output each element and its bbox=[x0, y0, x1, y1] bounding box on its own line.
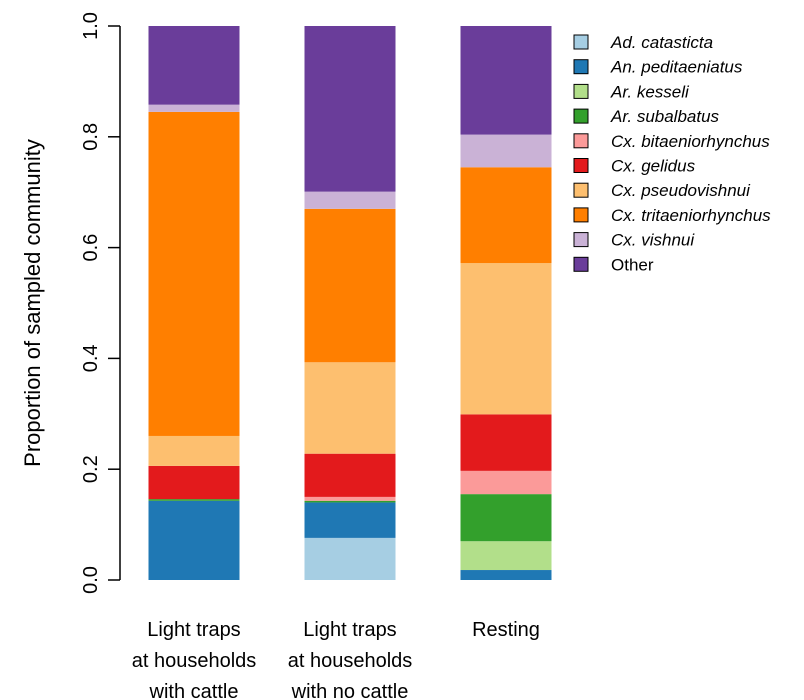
bar-segment bbox=[304, 453, 396, 497]
legend-label: Cx. vishnui bbox=[611, 231, 695, 250]
bar-segment bbox=[304, 496, 396, 501]
bar-stack bbox=[304, 26, 396, 580]
category-label: at households bbox=[132, 650, 257, 672]
bar-segment bbox=[304, 26, 396, 192]
bar-segment bbox=[148, 26, 240, 105]
category-label: at households bbox=[288, 650, 413, 672]
bar-segment bbox=[148, 111, 240, 436]
bar-segment bbox=[148, 500, 240, 580]
legend-swatch bbox=[573, 232, 589, 248]
bar-segment bbox=[460, 414, 552, 471]
legend-swatch bbox=[573, 182, 589, 198]
bar-stack bbox=[460, 26, 552, 580]
legend-label: Ar. kesseli bbox=[610, 82, 690, 101]
legend-label: Ar. subalbatus bbox=[610, 107, 720, 126]
bar-segment bbox=[304, 208, 396, 363]
bar-segment bbox=[460, 570, 552, 580]
legend-swatch bbox=[573, 207, 589, 223]
legend-swatch bbox=[573, 158, 589, 173]
bar-segment bbox=[304, 537, 396, 580]
y-tick-label: 0.8 bbox=[80, 123, 102, 151]
category-label: with cattle bbox=[149, 681, 239, 700]
category-label: Light traps bbox=[147, 619, 240, 641]
bar-segment bbox=[460, 134, 552, 168]
bar-segment bbox=[460, 263, 552, 415]
y-tick-label: 1.0 bbox=[80, 12, 102, 40]
y-tick-label: 0.4 bbox=[80, 344, 102, 372]
legend-swatch bbox=[573, 256, 589, 272]
legend-label: Cx. gelidus bbox=[611, 157, 696, 176]
bar-segment bbox=[460, 494, 552, 542]
legend-swatch bbox=[573, 83, 589, 99]
legend-label: Ad. catasticta bbox=[610, 33, 713, 52]
bars bbox=[148, 26, 552, 580]
y-tick-label: 0.6 bbox=[80, 234, 102, 262]
legend-swatch bbox=[573, 108, 589, 124]
bar-segment bbox=[460, 26, 552, 135]
legend-label: An. peditaeniatus bbox=[610, 58, 743, 77]
bar-stack bbox=[148, 26, 240, 580]
category-label: Light traps bbox=[303, 619, 396, 641]
bar-segment bbox=[460, 167, 552, 264]
y-tick-label: 0.0 bbox=[80, 566, 102, 594]
legend-label: Cx. tritaeniorhynchus bbox=[611, 206, 771, 225]
category-label: Resting bbox=[472, 619, 540, 641]
legend-label: Other bbox=[611, 255, 654, 274]
legend-label: Cx. pseudovishnui bbox=[611, 181, 751, 200]
legend: Ad. catasticta An. peditaeniatus Ar. kesse… bbox=[573, 33, 771, 274]
legend-swatch bbox=[573, 34, 589, 50]
bar-segment bbox=[148, 104, 240, 112]
bar-segment bbox=[304, 500, 396, 503]
bar-segment bbox=[460, 470, 552, 495]
bar-segment bbox=[148, 499, 240, 501]
y-ticks: 0.0 0.2 0.4 0.6 0.8 1.0 bbox=[80, 12, 120, 594]
legend-swatch bbox=[573, 59, 589, 75]
legend-swatch bbox=[573, 133, 589, 149]
bar-segment bbox=[304, 362, 396, 454]
legend-label: Cx. bitaeniorhynchus bbox=[611, 132, 770, 151]
bar-segment bbox=[304, 502, 396, 538]
bar-segment bbox=[460, 541, 552, 571]
bar-segment bbox=[304, 191, 396, 209]
bar-segment bbox=[148, 435, 240, 466]
category-labels: Light traps at households with cattle Light… bbox=[132, 619, 540, 700]
bar-segment bbox=[148, 465, 240, 500]
y-axis-label: Proportion of sampled community bbox=[20, 139, 45, 467]
y-tick-label: 0.2 bbox=[80, 455, 102, 483]
category-label: with no cattle bbox=[291, 681, 409, 700]
